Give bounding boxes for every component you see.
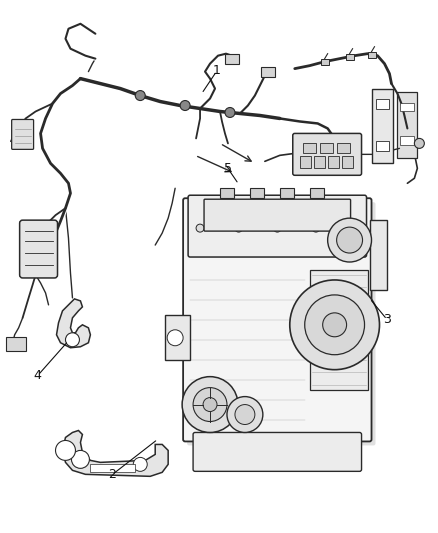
Bar — [375, 99, 389, 109]
Bar — [220, 188, 234, 198]
Bar — [400, 102, 414, 111]
Text: 2: 2 — [108, 469, 116, 481]
Circle shape — [337, 227, 363, 253]
Circle shape — [203, 398, 217, 411]
FancyBboxPatch shape — [187, 202, 375, 446]
Circle shape — [323, 313, 346, 337]
Bar — [346, 54, 353, 60]
Circle shape — [273, 224, 281, 232]
Bar — [320, 143, 332, 154]
FancyBboxPatch shape — [20, 220, 57, 278]
Bar — [303, 143, 316, 154]
FancyBboxPatch shape — [193, 432, 361, 471]
Text: 3: 3 — [383, 313, 391, 326]
Bar — [337, 143, 350, 154]
Circle shape — [193, 387, 227, 422]
Bar — [370, 220, 388, 290]
Bar — [314, 156, 325, 168]
Bar — [400, 136, 414, 146]
Text: 1: 1 — [213, 64, 221, 77]
Circle shape — [227, 397, 263, 432]
Circle shape — [225, 108, 235, 117]
Text: 4: 4 — [34, 369, 42, 382]
Bar — [300, 156, 311, 168]
Circle shape — [312, 224, 320, 232]
Circle shape — [71, 450, 89, 469]
Text: 5: 5 — [224, 161, 232, 175]
FancyBboxPatch shape — [12, 119, 34, 149]
Bar — [6, 337, 25, 351]
Bar — [342, 156, 353, 168]
FancyBboxPatch shape — [204, 199, 350, 231]
Bar — [375, 141, 389, 151]
Bar — [367, 52, 375, 58]
Circle shape — [235, 405, 255, 424]
Circle shape — [290, 280, 379, 370]
Circle shape — [196, 224, 204, 232]
Circle shape — [414, 139, 424, 148]
Bar — [328, 156, 339, 168]
Bar — [310, 188, 324, 198]
FancyBboxPatch shape — [293, 133, 361, 175]
Bar — [225, 54, 239, 63]
Circle shape — [180, 101, 190, 110]
Bar — [90, 464, 135, 472]
Circle shape — [66, 333, 79, 347]
FancyBboxPatch shape — [188, 195, 367, 257]
Bar — [280, 188, 294, 198]
Polygon shape — [57, 299, 90, 348]
Circle shape — [182, 377, 238, 432]
Bar — [321, 59, 328, 64]
Polygon shape — [63, 431, 168, 477]
Circle shape — [167, 330, 183, 346]
Circle shape — [235, 224, 243, 232]
Bar — [371, 88, 393, 163]
Bar — [397, 92, 417, 158]
Bar — [165, 315, 190, 360]
Bar — [261, 67, 275, 77]
Circle shape — [328, 218, 371, 262]
Circle shape — [350, 224, 359, 232]
Circle shape — [135, 91, 145, 101]
Circle shape — [133, 457, 147, 471]
Bar — [250, 188, 264, 198]
Bar — [310, 270, 367, 390]
FancyBboxPatch shape — [183, 198, 371, 441]
Circle shape — [305, 295, 364, 355]
Circle shape — [56, 440, 75, 461]
